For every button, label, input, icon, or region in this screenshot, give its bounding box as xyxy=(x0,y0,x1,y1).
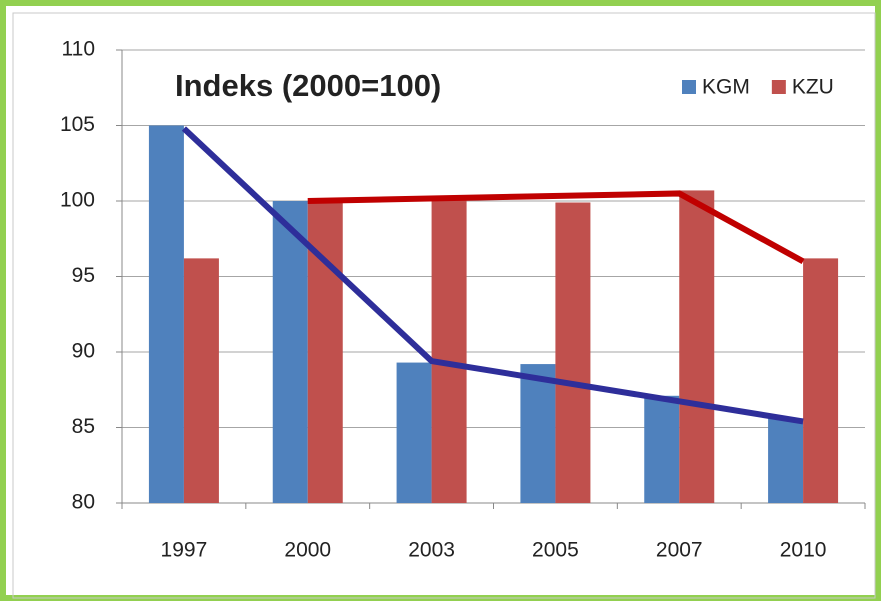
bar xyxy=(148,125,184,503)
y-tick-label: 85 xyxy=(72,415,95,438)
legend-swatch xyxy=(771,80,786,94)
trend-line xyxy=(181,126,804,425)
legend-swatch xyxy=(682,80,696,94)
x-tick-label: 2003 xyxy=(408,539,455,562)
bar xyxy=(644,395,680,503)
x-tick-label: 2007 xyxy=(656,539,703,562)
x-tick-label: 2010 xyxy=(780,539,827,562)
bar xyxy=(520,364,556,503)
legend-label: KGM xyxy=(702,76,750,99)
y-tick-label: 100 xyxy=(60,189,95,212)
x-tick-label: 1997 xyxy=(161,539,208,562)
bar xyxy=(803,258,839,503)
bar xyxy=(431,197,467,504)
bar xyxy=(183,258,219,503)
grid xyxy=(116,49,866,509)
bar xyxy=(555,202,591,503)
bar xyxy=(272,201,308,503)
marks xyxy=(148,125,839,504)
y-tick-label: 110 xyxy=(62,38,95,61)
y-tick-label: 95 xyxy=(72,264,95,287)
y-tick-label: 90 xyxy=(72,340,95,363)
trend-line xyxy=(307,190,805,265)
inner-frame xyxy=(12,12,876,599)
chart-title: Indeks (2000=100) xyxy=(175,68,441,103)
y-tick-label: 80 xyxy=(72,491,95,514)
bar xyxy=(679,190,715,503)
bar xyxy=(768,418,804,503)
y-tick-label: 105 xyxy=(60,113,95,136)
x-tick-label: 2005 xyxy=(532,539,579,562)
legend-label: KZU xyxy=(792,76,834,99)
bar xyxy=(396,362,432,503)
x-tick-label: 2000 xyxy=(284,539,331,562)
